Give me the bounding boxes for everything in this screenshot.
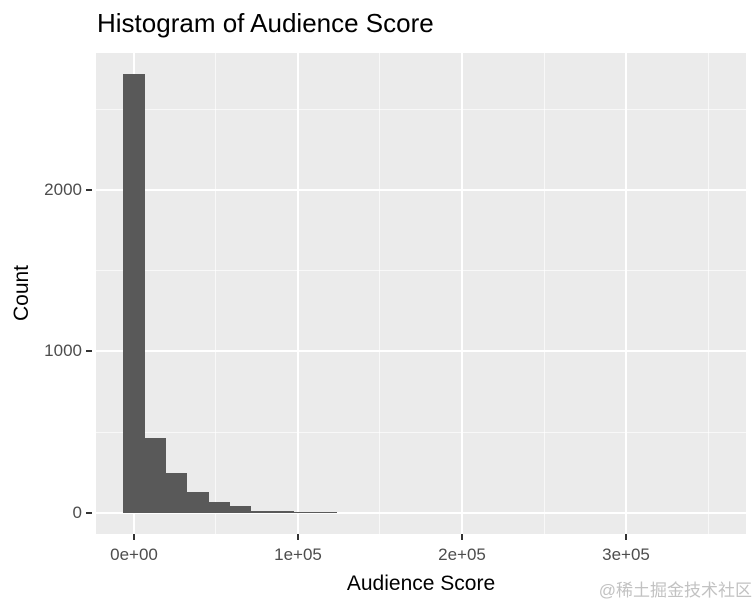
y-axis-tick-mark: [86, 350, 92, 353]
histogram-bar: [123, 73, 145, 513]
chart-title: Histogram of Audience Score: [97, 8, 434, 38]
histogram-bar: [144, 438, 166, 513]
gridline-major-vertical: [461, 52, 463, 534]
gridline-minor-horizontal: [96, 431, 746, 433]
histogram-bar: [208, 502, 230, 513]
histogram-bar: [251, 510, 273, 513]
gridline-minor-vertical: [543, 52, 545, 534]
y-axis-title: Count: [10, 264, 33, 322]
histogram-bar: [293, 511, 316, 513]
gridline-major-vertical: [296, 52, 299, 534]
x-axis-tick-label: 1e+05: [274, 545, 322, 564]
gridline-major-horizontal: [96, 350, 746, 353]
y-axis-tick-mark: [86, 188, 92, 191]
gridline-minor-vertical: [215, 52, 217, 534]
x-axis-tick-label: 0e+00: [110, 545, 158, 564]
gridline-minor-horizontal: [96, 270, 746, 272]
x-axis-tick-label: 3e+05: [602, 545, 650, 564]
histogram-bar: [272, 510, 294, 513]
x-axis-tick-mark: [296, 533, 299, 540]
x-axis-tick-mark: [625, 533, 627, 540]
gridline-minor-vertical: [707, 52, 709, 534]
x-axis-tick-label: 2e+05: [438, 545, 486, 564]
y-axis-tick-label: 1000: [44, 341, 82, 361]
y-axis-tick-mark: [86, 511, 92, 514]
gridline-minor-vertical: [379, 52, 381, 534]
plot-panel: [96, 52, 746, 534]
y-axis-tick-label: 2000: [44, 179, 82, 199]
histogram-bar: [315, 512, 337, 513]
x-axis-title: Audience Score: [346, 572, 496, 595]
x-axis-tick-mark: [132, 533, 135, 540]
gridline-major-vertical: [625, 52, 627, 534]
histogram-bar: [165, 472, 188, 513]
histogram-bar: [229, 505, 252, 513]
histogram-bar: [187, 491, 209, 513]
watermark: @稀土掘金技术社区: [598, 581, 752, 600]
y-axis-tick-label: 0: [72, 502, 82, 522]
gridline-major-horizontal: [96, 511, 746, 514]
gridline-minor-horizontal: [96, 108, 746, 110]
gridline-major-horizontal: [96, 188, 746, 191]
x-axis-tick-mark: [461, 533, 463, 540]
